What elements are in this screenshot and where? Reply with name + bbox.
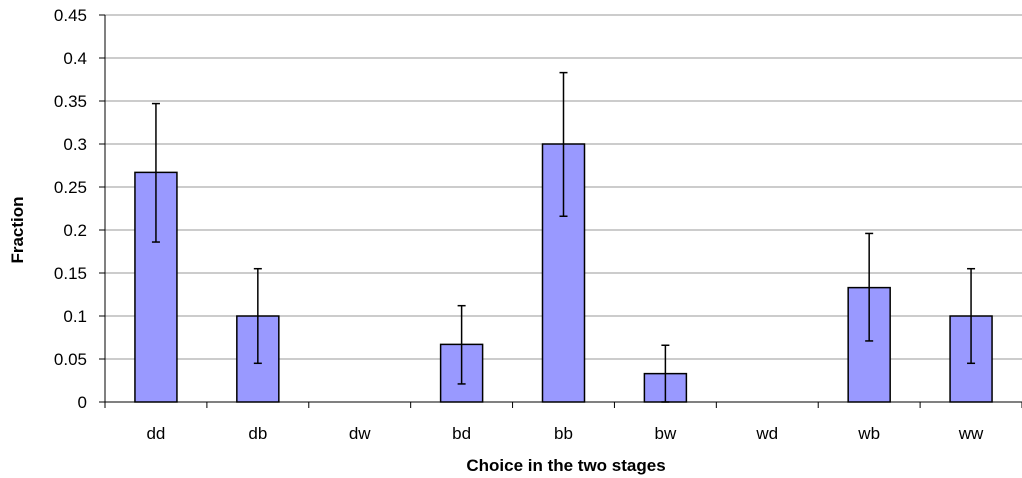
x-tick-label-ww: ww (958, 424, 984, 443)
x-tick-label-dd: dd (146, 424, 165, 443)
error-bar-dd (151, 102, 160, 243)
y-axis-title: Fraction (8, 196, 27, 263)
x-tick-label-wb: wb (857, 424, 880, 443)
error-bar-bd (457, 304, 466, 385)
x-tick-label-bd: bd (452, 424, 471, 443)
x-tick-label-bw: bw (655, 424, 677, 443)
error-bar-ww (967, 267, 976, 365)
x-tick-label-bb: bb (554, 424, 573, 443)
x-tick-label-dw: dw (349, 424, 371, 443)
y-tick-label: 0.2 (63, 221, 87, 240)
error-bars (151, 71, 976, 403)
y-tick-label: 0.1 (63, 307, 87, 326)
y-tick-label: 0.15 (54, 264, 87, 283)
x-tick-label-wd: wd (755, 424, 778, 443)
y-tick-label: 0.05 (54, 350, 87, 369)
axes (99, 14, 1022, 408)
error-bar-db (253, 267, 262, 365)
y-tick-label: 0.25 (54, 178, 87, 197)
y-tick-label: 0.4 (63, 49, 87, 68)
x-axis-title: Choice in the two stages (466, 456, 665, 475)
x-tick-label-db: db (248, 424, 267, 443)
y-tick-label: 0.45 (54, 6, 87, 25)
y-tick-label: 0.3 (63, 135, 87, 154)
y-tick-label: 0.35 (54, 92, 87, 111)
error-bar-wb (865, 232, 874, 342)
error-bar-bb (559, 71, 568, 217)
y-tick-label: 0 (78, 393, 87, 412)
y-tick-labels: 0 0.05 0.1 0.15 0.2 0.25 0.3 0.35 0.4 0.45 (54, 6, 87, 412)
x-tick-labels: dd db dw bd bb bw wd wb ww (146, 424, 984, 443)
